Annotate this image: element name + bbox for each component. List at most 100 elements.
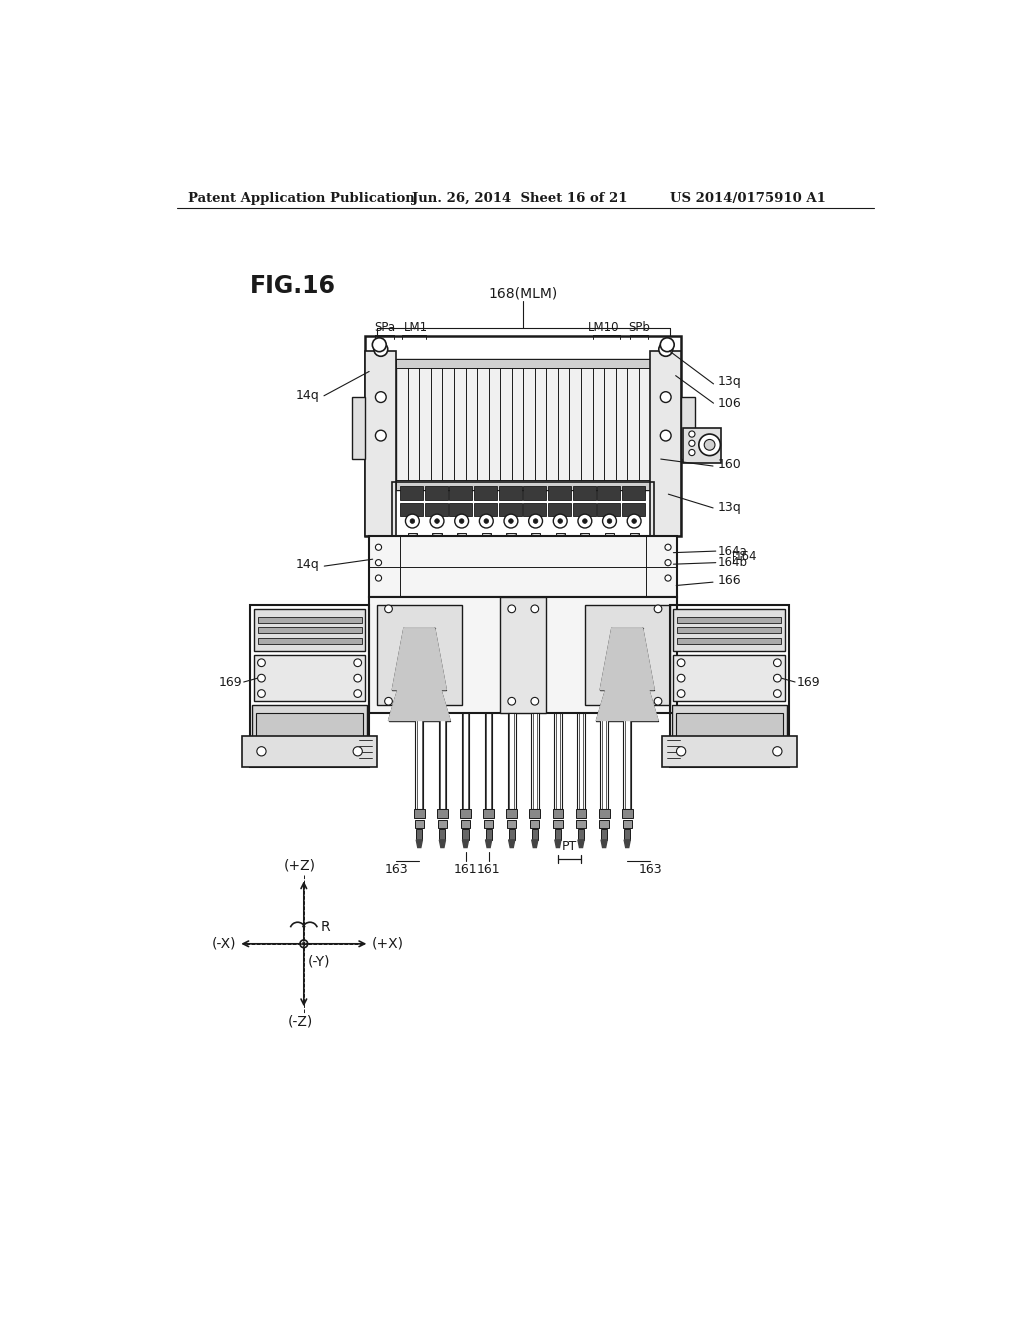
Text: 166: 166 — [717, 574, 741, 587]
Circle shape — [665, 576, 671, 581]
Polygon shape — [388, 682, 451, 721]
Text: SPa: SPa — [374, 321, 395, 334]
Circle shape — [435, 519, 439, 523]
Circle shape — [705, 440, 715, 450]
Circle shape — [302, 942, 305, 945]
Circle shape — [484, 519, 488, 523]
Circle shape — [660, 430, 671, 441]
Bar — [438, 820, 447, 828]
Circle shape — [376, 544, 382, 550]
Bar — [460, 809, 471, 818]
Bar — [674, 609, 785, 651]
Bar — [425, 486, 447, 499]
Bar — [392, 482, 654, 536]
Circle shape — [773, 675, 781, 682]
Bar — [500, 597, 547, 713]
Text: 161: 161 — [477, 863, 501, 876]
Circle shape — [632, 519, 637, 523]
Bar — [577, 820, 586, 828]
Text: Jun. 26, 2014  Sheet 16 of 21: Jun. 26, 2014 Sheet 16 of 21 — [412, 191, 627, 205]
Bar — [572, 486, 596, 499]
Circle shape — [689, 449, 695, 455]
Bar — [623, 820, 632, 828]
Circle shape — [385, 697, 392, 705]
Bar — [414, 809, 425, 818]
Circle shape — [479, 515, 494, 528]
Circle shape — [677, 747, 686, 756]
Bar — [677, 627, 781, 634]
Circle shape — [353, 747, 362, 756]
Circle shape — [583, 519, 587, 523]
Bar — [548, 503, 571, 516]
Bar — [396, 359, 650, 490]
Bar — [672, 705, 786, 751]
Text: 14q: 14q — [296, 558, 319, 572]
Polygon shape — [578, 840, 584, 847]
Bar — [254, 609, 366, 651]
Bar — [530, 820, 540, 828]
Circle shape — [455, 515, 469, 528]
Polygon shape — [531, 840, 538, 847]
Text: (-X): (-X) — [212, 937, 237, 950]
Circle shape — [689, 430, 695, 437]
Text: LM1: LM1 — [403, 321, 428, 334]
Bar — [416, 829, 422, 840]
Bar — [499, 503, 521, 516]
Circle shape — [698, 434, 720, 455]
Bar — [400, 486, 423, 499]
Circle shape — [528, 515, 543, 528]
Bar — [463, 829, 469, 840]
Bar — [585, 605, 670, 705]
Text: 106: 106 — [717, 397, 741, 409]
Text: 163: 163 — [639, 863, 663, 876]
Text: 169: 169 — [797, 676, 820, 689]
Circle shape — [773, 747, 782, 756]
Bar — [474, 486, 497, 499]
Text: 13q: 13q — [717, 500, 741, 513]
Bar — [670, 605, 788, 767]
Circle shape — [376, 560, 382, 566]
Bar — [523, 486, 547, 499]
Text: PT: PT — [562, 840, 578, 853]
Circle shape — [773, 659, 781, 667]
Circle shape — [602, 515, 616, 528]
Bar — [484, 713, 493, 809]
Circle shape — [258, 675, 265, 682]
Circle shape — [354, 659, 361, 667]
Bar — [243, 737, 377, 767]
Bar — [258, 627, 361, 634]
Bar — [578, 713, 585, 809]
Circle shape — [628, 515, 641, 528]
Text: 163: 163 — [384, 863, 408, 876]
Bar — [581, 533, 590, 544]
Circle shape — [406, 515, 419, 528]
Bar — [396, 359, 650, 368]
Bar — [396, 480, 650, 490]
Text: FIG.16: FIG.16 — [250, 275, 336, 298]
Circle shape — [373, 338, 386, 351]
Bar — [575, 809, 587, 818]
Text: Patent Application Publication: Patent Application Publication — [188, 191, 415, 205]
Circle shape — [660, 392, 671, 403]
Circle shape — [258, 659, 265, 667]
Bar — [485, 829, 492, 840]
Bar — [674, 655, 785, 701]
Text: 161: 161 — [454, 863, 477, 876]
Bar — [438, 713, 446, 809]
Text: 160: 160 — [717, 458, 741, 471]
Circle shape — [376, 576, 382, 581]
Circle shape — [665, 560, 671, 566]
Bar — [425, 503, 447, 516]
Bar — [377, 605, 462, 705]
Bar — [531, 533, 541, 544]
Bar — [553, 809, 563, 818]
Circle shape — [553, 515, 567, 528]
Circle shape — [677, 659, 685, 667]
Bar — [556, 533, 565, 544]
Bar — [416, 713, 423, 809]
Bar — [676, 713, 782, 743]
Circle shape — [354, 675, 361, 682]
Bar — [450, 503, 472, 516]
Bar — [523, 503, 547, 516]
Circle shape — [607, 519, 611, 523]
